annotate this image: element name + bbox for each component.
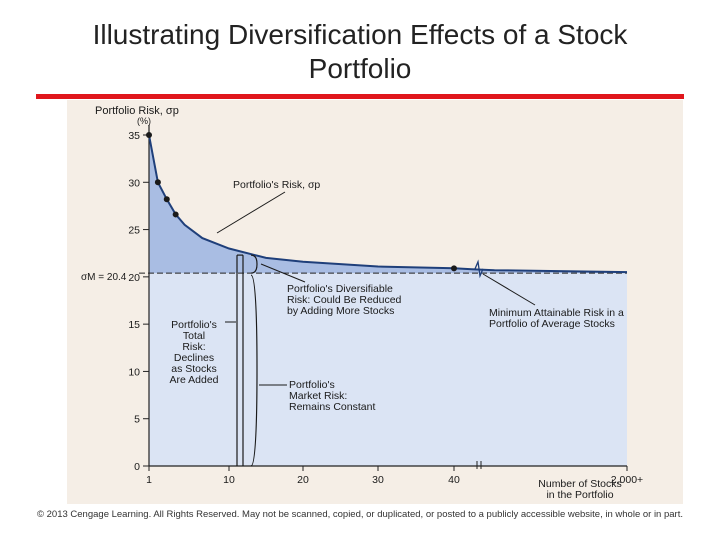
slide-title-line1: Illustrating Diversification Effects of … xyxy=(92,19,628,50)
y-tick-label: 30 xyxy=(128,177,140,189)
market-risk-label: σM = 20.4 xyxy=(81,272,127,283)
y-axis-unit: (%) xyxy=(137,116,151,126)
total-risk-annotation: Declines xyxy=(174,352,214,364)
x-tick-label: 2,000+ xyxy=(611,474,643,486)
x-tick-label: 10 xyxy=(223,474,235,486)
curve-annotation: Portfolio's Risk, σp xyxy=(233,179,320,191)
data-point xyxy=(154,179,161,186)
diversifiable-annotation-arrow xyxy=(260,263,306,283)
slide-title: Illustrating Diversification Effects of … xyxy=(0,18,720,86)
curve-break-mark xyxy=(474,259,484,279)
minimum-annotation-arrow xyxy=(482,273,536,306)
total-risk-annotation: Total xyxy=(183,330,205,342)
total-risk-annotation: as Stocks xyxy=(171,363,217,375)
title-accent-rule xyxy=(36,94,684,99)
market-risk-annotation: Portfolio's xyxy=(289,379,335,391)
diversification-chart: 0 5 10 15 20 25 30 35 1 10 20 30 40 2,000+ Portfolio … xyxy=(81,105,643,501)
x-tick-label: 30 xyxy=(372,474,384,486)
data-point xyxy=(451,265,457,272)
diversifiable-annotation: by Adding More Stocks xyxy=(287,305,394,317)
y-axis-label: Portfolio Risk, σp xyxy=(95,105,179,117)
y-tick-label: 20 xyxy=(128,272,140,284)
diversifiable-risk-area xyxy=(149,135,627,274)
data-point xyxy=(172,211,179,218)
y-tick-label: 5 xyxy=(134,414,140,426)
x-tick-label: 40 xyxy=(448,474,460,486)
market-risk-brace xyxy=(250,274,258,467)
y-tick-label: 0 xyxy=(134,461,140,473)
x-axis-label-line1: Number of Stocks xyxy=(538,478,621,490)
diversifiable-annotation: Risk: Could Be Reduced xyxy=(287,294,402,306)
minimum-annotation: Minimum Attainable Risk in a xyxy=(489,307,624,319)
diversifiable-risk-brace xyxy=(250,254,258,274)
y-tick-label: 35 xyxy=(128,130,140,142)
market-risk-annotation: Market Risk: xyxy=(289,390,347,402)
total-risk-annotation: Are Added xyxy=(169,374,218,386)
slide-title-line2: Portfolio xyxy=(308,53,412,84)
x-tick-label: 1 xyxy=(146,474,152,486)
x-tick-label: 20 xyxy=(297,474,309,486)
data-point xyxy=(163,196,170,203)
market-risk-annotation: Remains Constant xyxy=(289,401,375,413)
total-risk-annotation: Risk: xyxy=(182,341,205,353)
minimum-annotation: Portfolio of Average Stocks xyxy=(489,318,615,330)
diversifiable-annotation: Portfolio's Diversifiable xyxy=(287,283,393,295)
copyright-footer: © 2013 Cengage Learning. All Rights Rese… xyxy=(37,509,683,520)
x-axis-label-line2: in the Portfolio xyxy=(546,489,613,501)
curve-annotation-arrow xyxy=(216,191,286,234)
market-risk-area xyxy=(149,273,627,466)
y-tick-label: 10 xyxy=(128,366,140,378)
total-risk-annotation: Portfolio's xyxy=(171,319,217,331)
y-tick-label: 15 xyxy=(128,319,140,331)
data-point xyxy=(146,132,152,138)
y-tick-label: 25 xyxy=(128,225,140,237)
